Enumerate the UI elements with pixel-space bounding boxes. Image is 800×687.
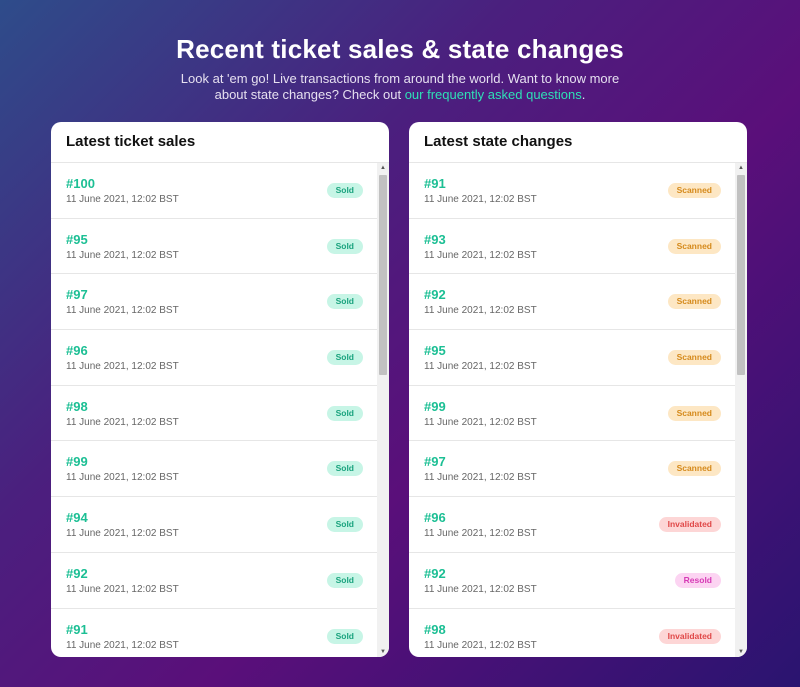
ticket-date: 11 June 2021, 12:02 BST [66, 583, 179, 595]
state-changes-title: Latest state changes [409, 122, 747, 163]
state-changes-scrollbar[interactable]: ▲ ▼ [735, 163, 747, 657]
ticket-number: #93 [424, 231, 446, 247]
ticket-number: #96 [424, 510, 446, 526]
ticket-number: #98 [424, 621, 446, 637]
ticket-number: #92 [424, 287, 446, 303]
ticket-number: #92 [424, 565, 446, 581]
subtitle-text: Look at 'em go! Live transactions from a… [180, 71, 620, 102]
subtitle-end: . [581, 87, 586, 102]
scroll-up-icon[interactable]: ▲ [738, 165, 744, 171]
list-item: #91 11 June 2021, 12:02 BST Scanned [409, 163, 735, 219]
status-badge: Sold [326, 628, 363, 644]
status-badge: Scanned [667, 350, 721, 366]
ticket-number: #96 [66, 343, 88, 359]
ticket-number: #95 [66, 231, 88, 247]
list-item: #92 11 June 2021, 12:02 BST Resold [409, 553, 735, 609]
page-header: Recent ticket sales & state changes Look… [0, 34, 800, 103]
list-item: #95 11 June 2021, 12:02 BST Sold [51, 219, 377, 275]
status-badge: Sold [326, 405, 363, 421]
list-item: #96 11 June 2021, 12:02 BST Invalidated [409, 497, 735, 553]
status-badge: Sold [326, 572, 363, 588]
list-item: #100 11 June 2021, 12:02 BST Sold [51, 163, 377, 219]
status-badge: Sold [326, 294, 363, 310]
list-item: #93 11 June 2021, 12:02 BST Scanned [409, 219, 735, 275]
ticket-number: #94 [66, 510, 88, 526]
ticket-number: #99 [66, 454, 88, 470]
ticket-date: 11 June 2021, 12:02 BST [424, 249, 537, 261]
list-item: #97 11 June 2021, 12:02 BST Scanned [409, 441, 735, 498]
ticket-date: 11 June 2021, 12:02 BST [66, 639, 179, 651]
ticket-date: 11 June 2021, 12:02 BST [66, 305, 179, 317]
list-item: #94 11 June 2021, 12:02 BST Sold [51, 497, 377, 553]
status-badge: Scanned [667, 405, 721, 421]
ticket-date: 11 June 2021, 12:02 BST [424, 305, 537, 317]
ticket-date: 11 June 2021, 12:02 BST [66, 194, 179, 205]
ticket-date: 11 June 2021, 12:02 BST [424, 583, 537, 595]
status-badge: Sold [326, 517, 363, 533]
ticket-sales-scrollbar[interactable]: ▲ ▼ [377, 163, 389, 657]
ticket-date: 11 June 2021, 12:02 BST [66, 472, 179, 484]
ticket-date: 11 June 2021, 12:02 BST [424, 361, 537, 373]
ticket-number: #95 [424, 343, 446, 359]
ticket-date: 11 June 2021, 12:02 BST [424, 472, 537, 484]
status-badge: Sold [326, 461, 363, 477]
status-badge: Invalidated [658, 517, 721, 533]
state-changes-list: #91 11 June 2021, 12:02 BST Scanned #93 11 J… [409, 163, 735, 657]
status-badge: Scanned [667, 294, 721, 310]
status-badge: Scanned [667, 461, 721, 477]
ticket-date: 11 June 2021, 12:02 BST [66, 416, 179, 428]
ticket-date: 11 June 2021, 12:02 BST [66, 361, 179, 373]
list-item: #99 11 June 2021, 12:02 BST Sold [51, 441, 377, 498]
ticket-number: #91 [66, 621, 88, 637]
ticket-sales-panel: Latest ticket sales #100 11 June 2021, 12… [51, 122, 389, 657]
scroll-down-icon[interactable]: ▼ [380, 649, 386, 655]
ticket-number: #97 [66, 287, 88, 303]
faq-link[interactable]: our frequently asked questions [404, 87, 582, 102]
status-badge: Sold [326, 350, 363, 366]
status-badge: Invalidated [658, 628, 721, 644]
status-badge: Scanned [667, 183, 721, 198]
page-subtitle: Look at 'em go! Live transactions from a… [165, 71, 635, 103]
ticket-date: 11 June 2021, 12:02 BST [424, 528, 537, 540]
scroll-down-icon[interactable]: ▼ [738, 649, 744, 655]
ticket-date: 11 June 2021, 12:02 BST [66, 528, 179, 540]
status-badge: Scanned [667, 238, 721, 254]
status-badge: Resold [674, 572, 721, 588]
list-item: #92 11 June 2021, 12:02 BST Scanned [409, 274, 735, 331]
scroll-up-icon[interactable]: ▲ [380, 165, 386, 171]
ticket-date: 11 June 2021, 12:02 BST [424, 639, 537, 651]
ticket-date: 11 June 2021, 12:02 BST [66, 249, 179, 261]
scroll-thumb[interactable] [737, 175, 745, 375]
list-item: #95 11 June 2021, 12:02 BST Scanned [409, 330, 735, 386]
list-item: #97 11 June 2021, 12:02 BST Sold [51, 274, 377, 331]
status-badge: Sold [326, 238, 363, 254]
list-item: #98 11 June 2021, 12:02 BST Invalidated [409, 609, 735, 658]
ticket-date: 11 June 2021, 12:02 BST [424, 194, 537, 205]
page-title: Recent ticket sales & state changes [176, 34, 624, 64]
status-badge: Sold [326, 183, 363, 198]
ticket-number: #91 [424, 176, 446, 191]
list-item: #96 11 June 2021, 12:02 BST Sold [51, 330, 377, 386]
ticket-sales-list: #100 11 June 2021, 12:02 BST Sold #95 11 Jun… [51, 163, 377, 657]
ticket-number: #98 [66, 398, 88, 414]
list-item: #92 11 June 2021, 12:02 BST Sold [51, 553, 377, 609]
scroll-thumb[interactable] [379, 175, 387, 375]
ticket-date: 11 June 2021, 12:02 BST [424, 416, 537, 428]
ticket-number: #92 [66, 565, 88, 581]
ticket-sales-title: Latest ticket sales [51, 122, 389, 163]
list-item: #98 11 June 2021, 12:02 BST Sold [51, 386, 377, 442]
ticket-number: #100 [66, 176, 95, 191]
list-item: #99 11 June 2021, 12:02 BST Scanned [409, 386, 735, 442]
list-item: #91 11 June 2021, 12:02 BST Sold [51, 609, 377, 658]
state-changes-panel: Latest state changes #91 11 June 2021, 12… [409, 122, 747, 657]
ticket-number: #99 [424, 398, 446, 414]
ticket-number: #97 [424, 454, 446, 470]
